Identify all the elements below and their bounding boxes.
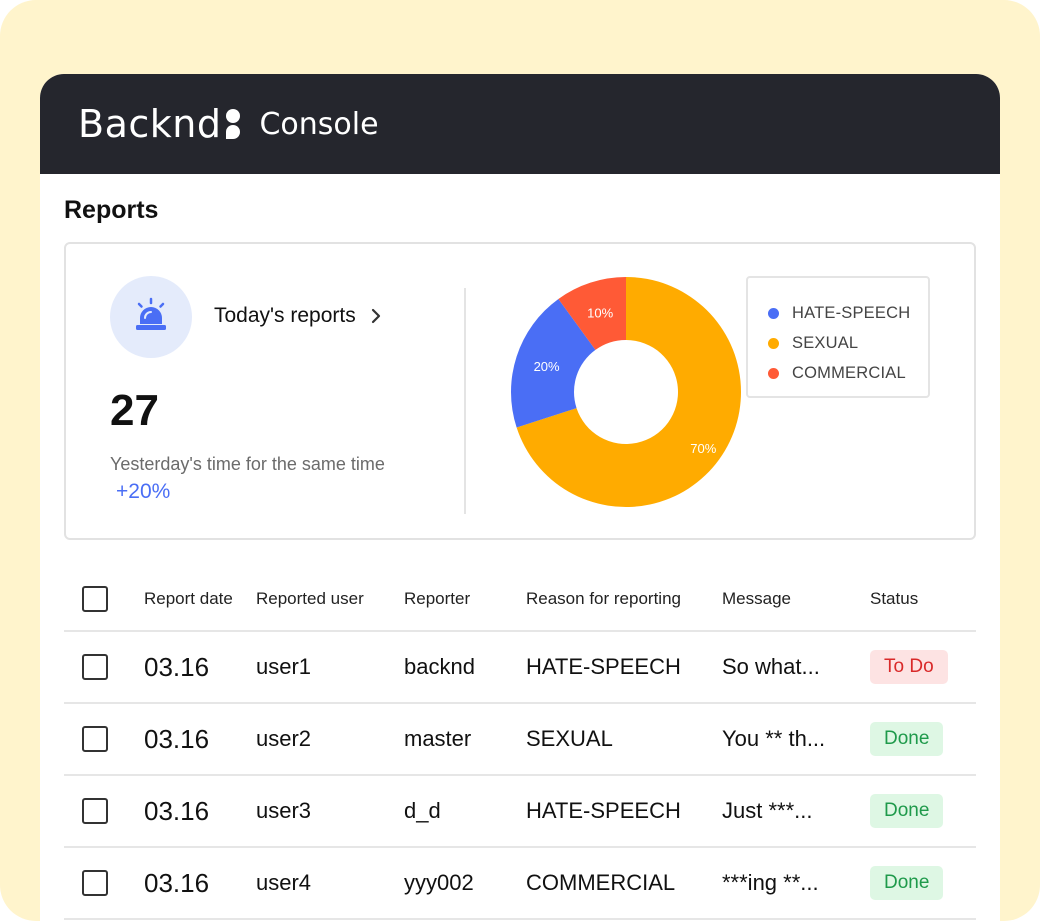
cell-reporter: master xyxy=(404,726,472,751)
console-label: Console xyxy=(259,106,379,142)
reports-table: Report date Reported user Reporter Reaso… xyxy=(64,568,976,920)
report-count: 27 xyxy=(110,386,159,435)
cell-report-date: 03.16 xyxy=(144,723,210,754)
status-cell: Done xyxy=(870,866,976,900)
checkbox-cell xyxy=(64,726,144,752)
cell-reason: HATE-SPEECH xyxy=(526,654,681,679)
header-reason[interactable]: Reason for reporting xyxy=(526,589,681,608)
donut-slice-hate-speech[interactable] xyxy=(511,298,596,428)
cell-message: You ** th... xyxy=(722,726,826,751)
page-title: Reports xyxy=(64,196,159,224)
header-reported-user[interactable]: Reported user xyxy=(256,589,364,608)
summary-card: Today's reports 27 Yesterday's time for … xyxy=(64,242,976,540)
checkbox-cell xyxy=(64,654,144,680)
status-cell: Done xyxy=(870,722,976,756)
row-checkbox[interactable] xyxy=(82,870,108,896)
table-row[interactable]: 03.16 user4 yyy002 COMMERCIAL ***ing **... Do… xyxy=(64,848,976,920)
donut-slice-label: 20% xyxy=(534,359,560,374)
divider xyxy=(464,288,466,514)
status-cell: Done xyxy=(870,794,976,828)
status-badge[interactable]: Done xyxy=(870,722,944,756)
chart-legend: HATE-SPEECH SEXUAL COMMERCIAL xyxy=(746,276,930,398)
chevron-right-icon xyxy=(371,308,380,324)
legend-item: COMMERCIAL xyxy=(768,358,928,388)
legend-dot-icon xyxy=(768,367,779,379)
backnd-logo[interactable]: Backnd xyxy=(78,102,241,146)
table-row[interactable]: 03.16 user3 d_d HATE-SPEECH Just ***... Done xyxy=(64,776,976,848)
cell-report-date: 03.16 xyxy=(144,651,210,682)
header-report-date[interactable]: Report date xyxy=(144,589,233,608)
table-row[interactable]: 03.16 user2 master SEXUAL You ** th... Done xyxy=(64,704,976,776)
select-all-checkbox[interactable] xyxy=(82,586,108,612)
logo-mark-icon xyxy=(225,105,241,143)
cell-message: ***ing **... xyxy=(722,870,819,895)
change-percent: +20% xyxy=(116,480,171,503)
checkbox-cell xyxy=(64,870,144,896)
donut-chart: 70% 20% 10% xyxy=(511,277,741,507)
todays-reports-label: Today's reports xyxy=(214,304,356,327)
legend-label: HATE-SPEECH xyxy=(792,303,911,322)
legend-label: COMMERCIAL xyxy=(792,363,906,382)
legend-item: HATE-SPEECH xyxy=(768,298,928,328)
comparison-label: Yesterday's time for the same time xyxy=(110,454,385,474)
legend-item: SEXUAL xyxy=(768,328,928,358)
cell-report-date: 03.16 xyxy=(144,795,210,826)
donut-slice-commercial[interactable] xyxy=(558,277,626,350)
top-bar: Backnd Console xyxy=(40,74,1000,174)
row-checkbox[interactable] xyxy=(82,726,108,752)
cell-message: So what... xyxy=(722,654,820,679)
cell-reported-user: user4 xyxy=(256,870,312,895)
console-window: Backnd Console Reports Today's reports 2… xyxy=(40,74,1000,921)
cell-report-date: 03.16 xyxy=(144,867,210,898)
legend-dot-icon xyxy=(768,307,779,319)
cell-reporter: d_d xyxy=(404,798,441,823)
status-badge[interactable]: Done xyxy=(870,866,944,900)
legend-label: SEXUAL xyxy=(792,333,859,352)
cell-message: Just ***... xyxy=(722,798,813,823)
status-badge[interactable]: To Do xyxy=(870,650,948,684)
status-badge[interactable]: Done xyxy=(870,794,944,828)
donut-slice-sexual[interactable] xyxy=(516,277,741,507)
logo-text: Backnd xyxy=(78,102,222,146)
alarm-icon xyxy=(110,276,192,358)
cell-reason: HATE-SPEECH xyxy=(526,798,681,823)
cell-reported-user: user1 xyxy=(256,654,312,679)
cell-reason: COMMERCIAL xyxy=(526,870,676,895)
cell-reported-user: user2 xyxy=(256,726,312,751)
legend-dot-icon xyxy=(768,337,779,349)
donut-slice-label: 10% xyxy=(587,306,613,321)
cell-reported-user: user3 xyxy=(256,798,312,823)
header-message[interactable]: Message xyxy=(722,589,791,608)
row-checkbox[interactable] xyxy=(82,798,108,824)
header-reporter[interactable]: Reporter xyxy=(404,589,471,608)
status-cell: To Do xyxy=(870,650,976,684)
header-status[interactable]: Status xyxy=(870,589,919,608)
checkbox-cell xyxy=(64,798,144,824)
cell-reporter: yyy002 xyxy=(404,870,474,895)
cell-reporter: backnd xyxy=(404,654,475,679)
cell-reason: SEXUAL xyxy=(526,726,613,751)
table-row[interactable]: 03.16 user1 backnd HATE-SPEECH So what... To … xyxy=(64,632,976,704)
donut-slice-label: 70% xyxy=(690,441,716,456)
row-checkbox[interactable] xyxy=(82,654,108,680)
table-header: Report date Reported user Reporter Reaso… xyxy=(64,568,976,632)
todays-reports-link[interactable]: Today's reports xyxy=(214,304,382,328)
